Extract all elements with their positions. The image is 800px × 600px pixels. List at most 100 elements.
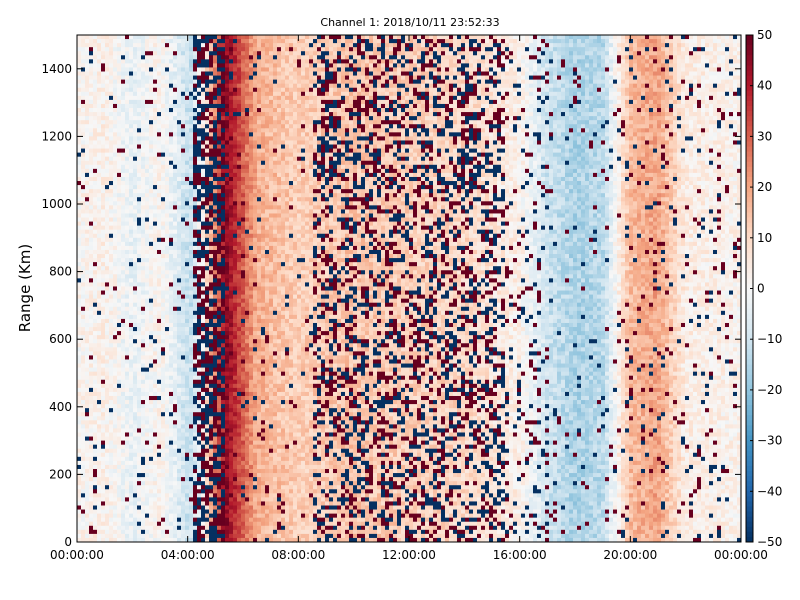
heatmap-cell [225,103,230,109]
heatmap-cell [85,432,90,437]
heatmap-cell [189,529,194,535]
heatmap-cell [129,79,134,85]
heatmap-cell [233,181,238,186]
heatmap-cell [169,258,174,263]
heatmap-cell [177,529,182,535]
heatmap-cell [197,91,202,97]
heatmap-cell [149,266,154,271]
heatmap-cell [173,55,178,60]
heatmap-cell [209,172,214,178]
heatmap-cell [89,213,94,218]
heatmap-cell [149,525,154,531]
heatmap-cell [189,322,194,328]
heatmap-cell [137,298,142,304]
heatmap-cell [233,156,238,162]
heatmap-cell [217,440,222,446]
heatmap-cell [137,517,142,523]
heatmap-cell [137,168,142,174]
heatmap-cell [93,331,98,336]
heatmap-cell [153,83,158,89]
heatmap-cell [229,302,234,308]
heatmap-cell [173,282,178,287]
heatmap-cell [113,347,118,352]
heatmap-cell [125,456,130,462]
heatmap-cell [221,400,226,405]
heatmap-cell [85,440,90,446]
heatmap-cell [129,108,134,113]
heatmap-cell [217,258,222,263]
heatmap-cell [221,91,226,97]
heatmap-cell [165,112,170,117]
heatmap-cell [101,75,106,81]
heatmap-cell [121,43,126,48]
heatmap-cell [169,120,174,125]
heatmap-cell [109,233,114,239]
heatmap-cell [157,452,162,458]
heatmap-cell [89,112,94,117]
heatmap-cell [109,468,114,474]
heatmap-cell [85,172,90,178]
heatmap-cell [165,229,170,235]
heatmap-cell [85,197,90,202]
heatmap-cell [229,63,234,68]
heatmap-cell [113,51,118,56]
heatmap-cell [149,322,154,328]
heatmap-cell [169,351,174,356]
heatmap-cell [173,339,178,344]
heatmap-cell [121,83,126,89]
heatmap-cell [105,168,110,174]
heatmap-cell [221,420,226,425]
heatmap-cell [181,35,186,40]
heatmap-cell [161,254,166,259]
heatmap-cell [201,71,206,76]
heatmap-cell [141,168,146,174]
heatmap-cell [205,35,210,40]
heatmap-cell [145,363,150,368]
heatmap-cell [233,298,238,304]
heatmap-cell [153,189,158,194]
heatmap-cell [125,306,130,312]
heatmap-cell [189,221,194,227]
heatmap-cell [209,59,214,64]
heatmap-cell [177,335,182,340]
heatmap-cell [161,408,166,413]
heatmap-cell [201,444,206,450]
heatmap-cell [165,310,170,316]
heatmap-cell [133,35,138,40]
heatmap-cell [137,185,142,190]
heatmap-cell [89,367,94,373]
heatmap-cell [197,456,202,462]
heatmap-cell [225,314,230,320]
heatmap-cell [233,509,238,515]
heatmap-cell [117,290,122,295]
heatmap-cell [209,456,214,462]
heatmap-cell [77,456,82,462]
heatmap-cell [229,525,234,531]
heatmap-cell [105,99,110,105]
heatmap-cell [173,505,178,510]
heatmap-cell [157,83,162,89]
heatmap-cell [89,444,94,450]
heatmap-cell [81,432,86,437]
heatmap-cell [201,43,206,48]
heatmap-cell [121,294,126,300]
heatmap-cell [125,266,130,271]
heatmap-cell [217,160,222,166]
heatmap-cell [97,99,102,105]
heatmap-cell [129,501,134,506]
heatmap-cell [193,294,198,300]
heatmap-cell [137,59,142,64]
heatmap-cell [153,286,158,291]
heatmap-cell [169,103,174,109]
heatmap-cell [185,343,190,348]
heatmap-cell [153,298,158,304]
heatmap-cell [109,335,114,340]
heatmap-cell [101,395,106,401]
heatmap-cell [141,339,146,344]
heatmap-cell [113,108,118,113]
heatmap-cell [165,302,170,308]
heatmap-cell [129,298,134,304]
heatmap-cell [101,375,106,381]
heatmap-cell [125,59,130,64]
heatmap-cell [141,99,146,105]
